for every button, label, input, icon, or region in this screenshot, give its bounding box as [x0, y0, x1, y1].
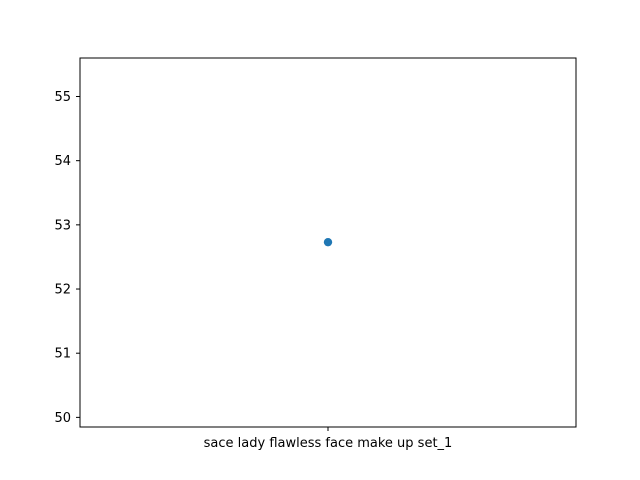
y-tick-label: 54 — [54, 154, 71, 169]
plot-frame — [79, 57, 577, 428]
data-points — [323, 237, 333, 247]
y-tick-label: 52 — [54, 283, 71, 298]
y-tick-label: 50 — [54, 411, 71, 426]
y-tick-label: 55 — [54, 90, 71, 105]
y-axis: 50 51 52 53 54 55 — [54, 90, 80, 426]
y-tick-label: 51 — [54, 347, 71, 362]
y-tick-label: 53 — [54, 218, 71, 233]
x-tick-label: sace lady flawless face make up set_1 — [204, 436, 453, 451]
x-axis: sace lady flawless face make up set_1 — [204, 427, 453, 451]
data-point — [323, 237, 333, 247]
